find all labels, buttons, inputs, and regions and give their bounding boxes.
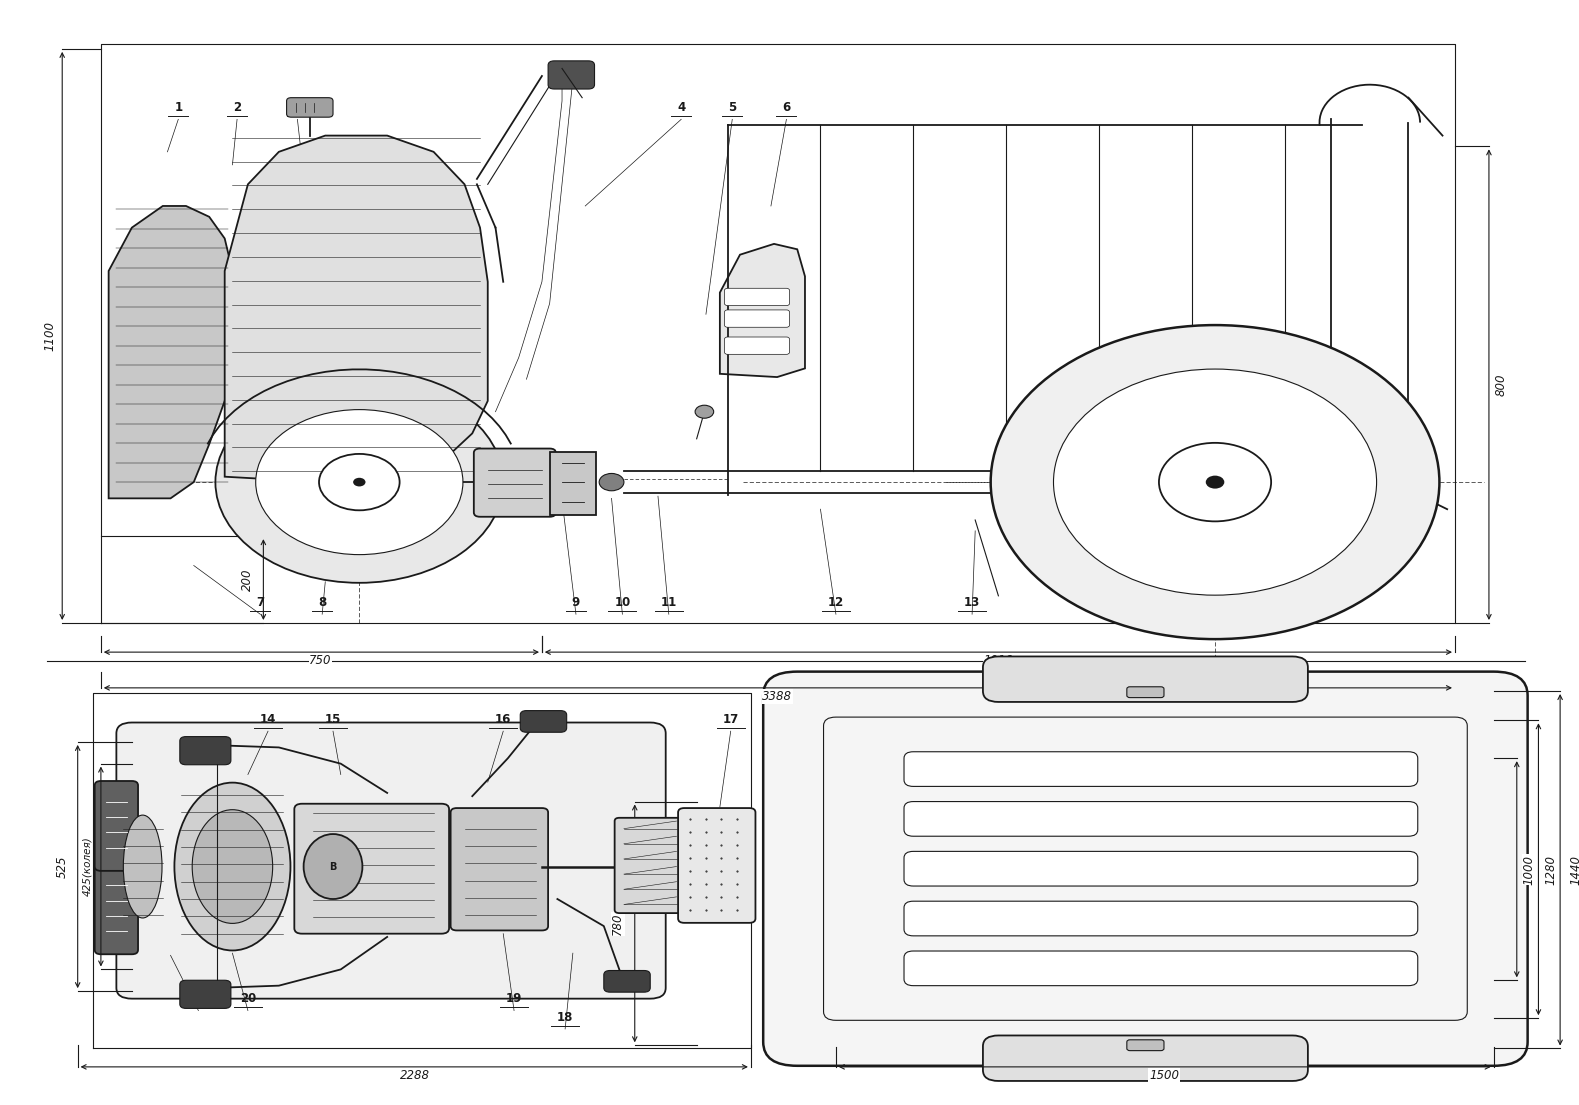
Text: 2288: 2288: [399, 1069, 429, 1082]
Text: 8: 8: [317, 596, 327, 609]
Polygon shape: [549, 452, 597, 515]
FancyBboxPatch shape: [548, 61, 595, 90]
Text: 1000: 1000: [1522, 855, 1536, 885]
Text: 16: 16: [496, 713, 512, 726]
Text: 525: 525: [55, 855, 69, 877]
Ellipse shape: [123, 815, 163, 918]
FancyBboxPatch shape: [287, 97, 333, 117]
Text: 1918: 1918: [984, 654, 1014, 667]
FancyBboxPatch shape: [982, 1035, 1307, 1081]
Text: 4: 4: [677, 101, 685, 114]
Polygon shape: [720, 244, 805, 377]
Ellipse shape: [193, 810, 273, 924]
Text: 20: 20: [240, 992, 256, 1006]
Circle shape: [319, 454, 399, 511]
Text: 750: 750: [309, 654, 332, 667]
Text: 3: 3: [294, 101, 302, 114]
Text: 21: 21: [189, 992, 207, 1006]
FancyBboxPatch shape: [677, 808, 755, 923]
Circle shape: [598, 473, 624, 491]
Text: 425(колея): 425(колея): [82, 836, 92, 896]
FancyBboxPatch shape: [763, 672, 1527, 1066]
Text: B: B: [330, 862, 336, 872]
FancyBboxPatch shape: [294, 803, 448, 934]
FancyBboxPatch shape: [614, 818, 685, 913]
Text: 3388: 3388: [763, 690, 793, 703]
FancyBboxPatch shape: [519, 711, 567, 733]
Text: 1280: 1280: [1544, 855, 1557, 885]
Circle shape: [695, 406, 714, 418]
FancyBboxPatch shape: [180, 980, 231, 1009]
Circle shape: [1206, 475, 1224, 488]
Text: 7: 7: [256, 596, 264, 609]
FancyBboxPatch shape: [725, 309, 790, 327]
FancyBboxPatch shape: [95, 864, 137, 955]
Text: 12: 12: [827, 596, 845, 609]
Circle shape: [1159, 443, 1271, 522]
Circle shape: [215, 381, 504, 582]
Circle shape: [354, 477, 365, 486]
FancyBboxPatch shape: [474, 449, 556, 517]
Text: 19: 19: [505, 992, 523, 1006]
Circle shape: [256, 410, 463, 555]
FancyBboxPatch shape: [905, 751, 1418, 787]
Text: 780: 780: [611, 913, 624, 935]
Text: 10: 10: [614, 596, 630, 609]
FancyBboxPatch shape: [905, 951, 1418, 986]
Text: 1440: 1440: [1570, 855, 1579, 885]
Text: 14: 14: [261, 713, 276, 726]
FancyBboxPatch shape: [982, 656, 1307, 702]
Text: 15: 15: [325, 713, 341, 726]
Text: 1500: 1500: [1150, 1069, 1180, 1082]
FancyBboxPatch shape: [905, 851, 1418, 886]
Text: 11: 11: [660, 596, 677, 609]
FancyBboxPatch shape: [905, 801, 1418, 836]
Text: 17: 17: [723, 713, 739, 726]
Text: 800: 800: [1495, 373, 1508, 396]
Text: 200: 200: [242, 568, 254, 591]
FancyBboxPatch shape: [603, 970, 651, 992]
FancyBboxPatch shape: [1127, 1040, 1164, 1051]
Text: 18: 18: [557, 1011, 573, 1023]
FancyBboxPatch shape: [1127, 687, 1164, 697]
Text: 1: 1: [174, 101, 182, 114]
Text: 5: 5: [728, 101, 736, 114]
FancyBboxPatch shape: [95, 781, 137, 871]
Ellipse shape: [303, 834, 363, 899]
Ellipse shape: [174, 782, 291, 950]
Text: 6: 6: [782, 101, 791, 114]
Polygon shape: [224, 136, 488, 478]
FancyBboxPatch shape: [905, 902, 1418, 936]
FancyBboxPatch shape: [450, 808, 548, 930]
FancyBboxPatch shape: [180, 737, 231, 765]
Text: 9: 9: [572, 596, 579, 609]
Circle shape: [1053, 369, 1377, 596]
Circle shape: [990, 325, 1440, 639]
FancyBboxPatch shape: [117, 723, 666, 999]
Text: 1100: 1100: [43, 320, 57, 351]
FancyBboxPatch shape: [725, 337, 790, 355]
Polygon shape: [109, 206, 232, 498]
Text: 13: 13: [963, 596, 981, 609]
FancyBboxPatch shape: [725, 288, 790, 306]
Text: 2: 2: [234, 101, 242, 114]
